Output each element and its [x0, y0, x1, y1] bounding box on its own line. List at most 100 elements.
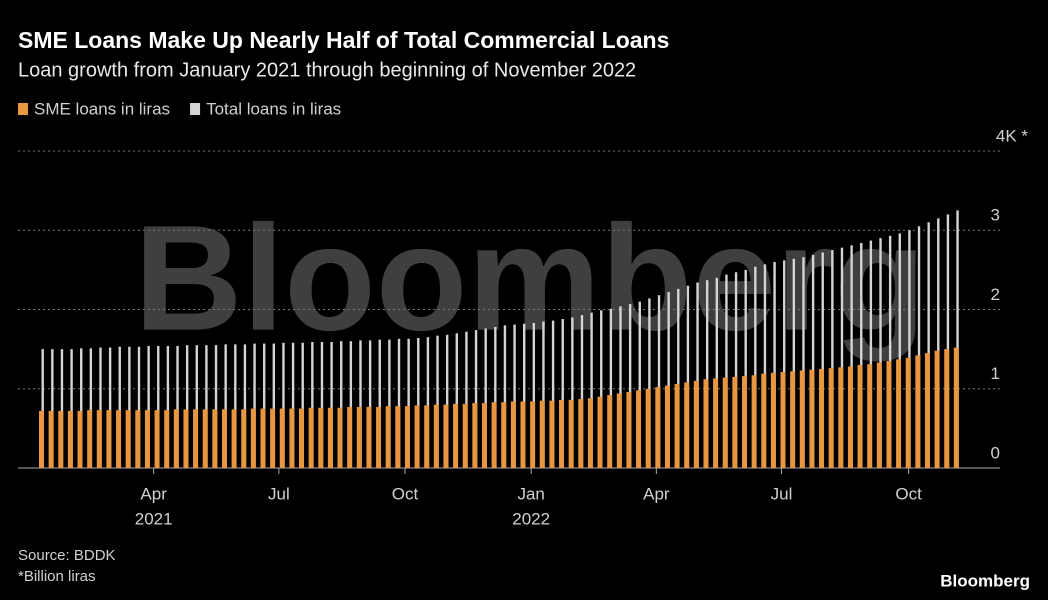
bar-sme: [270, 408, 276, 468]
bar-sme: [491, 402, 497, 468]
bar-sme: [539, 400, 545, 468]
x-tick-label: Oct: [392, 484, 419, 503]
bar-sme: [87, 410, 93, 468]
y-tick-label: 3: [991, 206, 1000, 225]
source: Source: BDDK: [18, 547, 116, 564]
bar-total: [917, 226, 921, 468]
y-tick-label: 0: [991, 443, 1000, 462]
bar-total: [262, 343, 266, 468]
bar-total: [956, 210, 959, 468]
bar-sme: [770, 372, 776, 468]
bar-sme: [173, 409, 179, 468]
bar-sme: [337, 407, 343, 468]
bar-total: [108, 347, 112, 468]
x-year-label: 2021: [135, 509, 173, 528]
bar-total: [860, 242, 863, 468]
bar-total: [523, 323, 526, 468]
bar-total: [311, 341, 314, 468]
bar-sme: [289, 408, 295, 468]
bar-sme: [693, 380, 699, 468]
bar-sme: [799, 370, 805, 468]
bar-sme: [684, 382, 690, 468]
bar-sme: [347, 406, 353, 468]
bar-total: [128, 346, 131, 468]
bar-sme: [433, 404, 439, 468]
bar-total: [51, 349, 54, 468]
bar-total: [340, 341, 343, 468]
bar-sme: [664, 385, 670, 468]
bar-total: [754, 266, 757, 468]
bar-sme: [809, 369, 815, 468]
bar-sme: [751, 375, 757, 468]
bar-total: [898, 233, 901, 468]
bar-sme: [953, 347, 959, 468]
logo: Bloomberg: [940, 571, 1030, 590]
bar-total: [291, 342, 295, 468]
x-tick-label: Jul: [771, 484, 793, 503]
bar-sme: [886, 361, 892, 468]
bar-sme: [212, 409, 218, 468]
legend-swatch: [18, 103, 28, 115]
bar-sme: [308, 407, 314, 468]
bar-total: [41, 349, 44, 468]
legend-label: SME loans in liras: [34, 99, 170, 118]
bar-total: [465, 331, 468, 468]
bar-total: [677, 288, 680, 468]
x-tick-label: Oct: [895, 484, 922, 503]
bar-sme: [713, 378, 719, 468]
bar-total: [137, 346, 141, 468]
bar-total: [551, 320, 555, 468]
bar-sme: [501, 402, 507, 468]
bar-sme: [905, 357, 911, 468]
bar-sme: [741, 376, 747, 468]
bar-sme: [896, 359, 902, 468]
bar-total: [532, 322, 536, 468]
bar-total: [80, 348, 83, 468]
bar-sme: [568, 399, 574, 468]
bar-sme: [144, 410, 150, 468]
bar-total: [580, 315, 584, 468]
bar-sme: [48, 410, 54, 468]
bar-sme: [780, 372, 786, 468]
bar-sme: [318, 407, 324, 468]
bar-sme: [732, 376, 738, 468]
bar-total: [561, 319, 564, 468]
bar-total: [176, 345, 179, 468]
bar-total: [301, 342, 304, 468]
bar-total: [638, 301, 641, 468]
bar-sme: [96, 410, 102, 468]
bar-total: [368, 340, 372, 468]
bar-sme: [481, 403, 487, 468]
bar-sme: [703, 379, 709, 468]
legend-label: Total loans in liras: [206, 99, 341, 118]
bar-sme: [404, 406, 410, 468]
bar-total: [253, 343, 256, 468]
bar-sme: [424, 405, 430, 468]
bar-total: [908, 230, 911, 468]
bar-total: [600, 310, 603, 468]
bar-sme: [164, 410, 170, 468]
bar-total: [831, 250, 834, 468]
bar-total: [320, 341, 324, 468]
y-tick-label: 2: [991, 285, 1000, 304]
bar-total: [609, 308, 613, 468]
bar-sme: [116, 410, 122, 468]
bar-total: [445, 334, 449, 468]
bar-total: [802, 257, 805, 468]
bar-sme: [366, 406, 372, 468]
bar-total: [542, 321, 545, 468]
bar-sme: [587, 398, 593, 468]
bar-sme: [761, 373, 767, 468]
bar-total: [455, 333, 458, 468]
bar-sme: [559, 399, 565, 468]
bar-sme: [462, 403, 468, 468]
bar-total: [407, 338, 410, 468]
bar-sme: [944, 349, 950, 468]
bar-sme: [231, 409, 237, 468]
bar-sme: [472, 403, 478, 468]
bar-sme: [520, 401, 526, 468]
bar-total: [763, 264, 767, 468]
bar-sme: [655, 387, 661, 468]
bar-sme: [125, 410, 131, 468]
